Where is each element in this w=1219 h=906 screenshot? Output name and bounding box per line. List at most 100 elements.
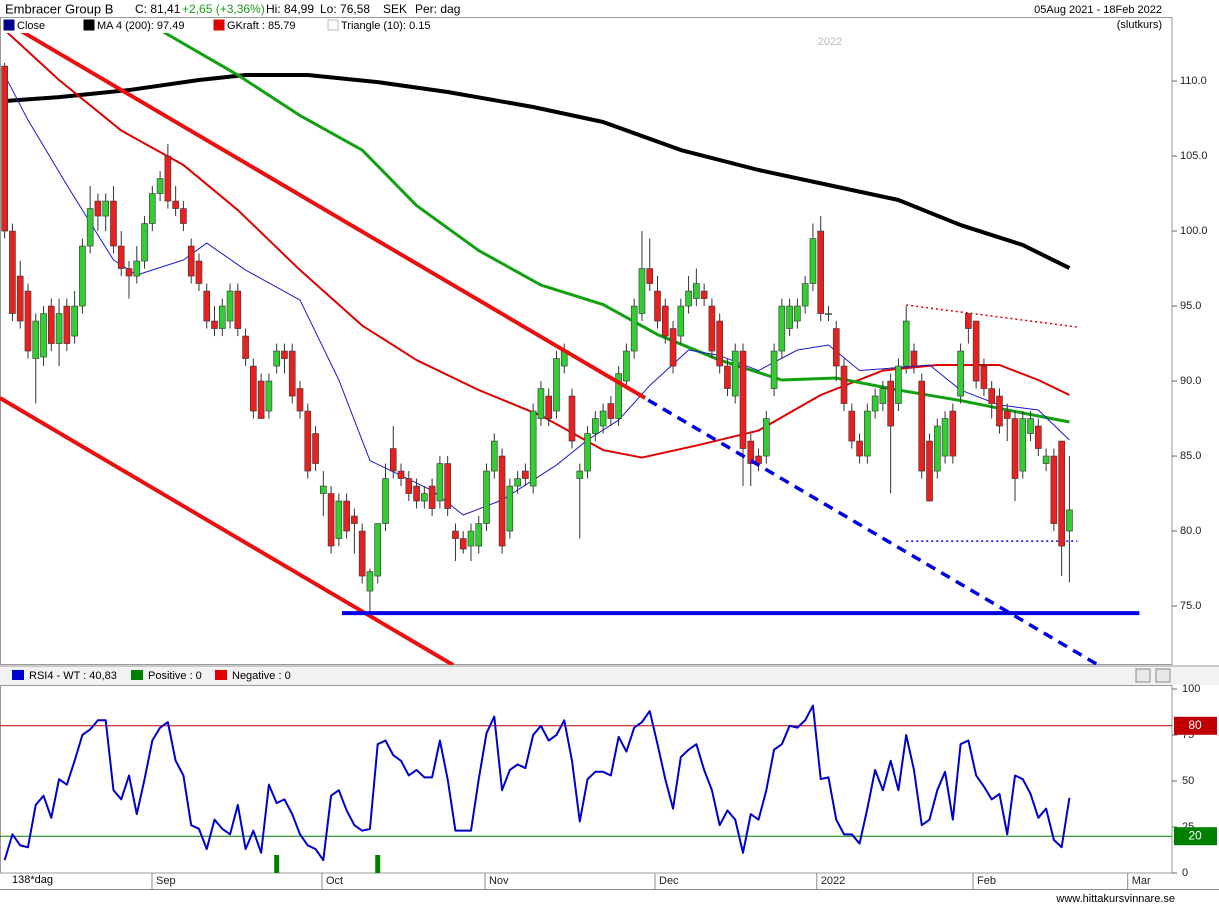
candle-body: [281, 350, 288, 359]
candle-body: [933, 425, 941, 472]
candle-body: [770, 350, 778, 389]
candle-body: [156, 178, 164, 194]
candle-body: [817, 230, 825, 314]
candle-body: [164, 155, 172, 202]
candle-body: [996, 395, 1003, 427]
candle-body: [452, 530, 459, 539]
candle-body: [895, 365, 902, 404]
candle-body: [677, 305, 685, 337]
y-tick-label: 90.0: [1180, 375, 1201, 387]
candle-body: [910, 350, 918, 367]
rsi-line: [3, 704, 1071, 862]
candle-body: [47, 305, 55, 344]
candle-body: [879, 388, 887, 404]
main-panel: [0, 17, 1173, 665]
candle-body: [55, 313, 63, 344]
candle-body: [708, 305, 716, 352]
candle-body: [296, 388, 304, 412]
legend-label: Close: [17, 20, 45, 32]
candle-body: [483, 470, 490, 524]
candle-body: [1042, 455, 1050, 464]
high-value: Hi: 84,99: [266, 2, 314, 16]
level-badge: [1174, 716, 1217, 735]
legend-swatch: [213, 19, 225, 31]
candle-body: [623, 350, 630, 382]
legend-label: RSI4 - WT : 40,83: [29, 670, 117, 682]
candle-body: [506, 485, 514, 532]
candle-body: [63, 305, 71, 344]
candle-body: [685, 290, 692, 307]
candle-body: [630, 305, 638, 352]
trend-line: [647, 398, 1100, 665]
zoom-button[interactable]: [1135, 668, 1151, 683]
candle-body: [335, 500, 343, 539]
candle-body: [32, 320, 40, 359]
candle-body: [273, 350, 280, 367]
candle-body: [529, 410, 537, 487]
rsi-panel: [0, 685, 1173, 874]
source: www.hittakursvinnare.se: [1055, 893, 1175, 905]
candle-body: [1, 65, 8, 232]
candle-body: [778, 305, 786, 352]
candle-body: [180, 208, 187, 224]
ma-line: [4, 74, 1070, 516]
x-tick-label: 2022: [821, 875, 845, 887]
main-plot: [0, 28, 1140, 665]
candle-body: [607, 403, 615, 419]
candle-body: [654, 290, 661, 322]
legend-bar: [1, 18, 471, 33]
candle-body: [918, 380, 926, 472]
candle-body: [16, 275, 24, 322]
candle-body: [86, 208, 94, 247]
candle-body: [436, 463, 444, 502]
candle-body: [661, 305, 669, 337]
ma-line: [4, 73, 1071, 270]
candle-body: [421, 493, 428, 502]
candle-body: [187, 245, 195, 277]
candle-body: [1066, 509, 1073, 532]
candle-body: [576, 470, 584, 479]
candle-body: [218, 305, 226, 329]
candle-body: [1050, 455, 1058, 524]
candle-body: [203, 290, 211, 322]
x-tick-label: Nov: [489, 875, 509, 887]
close-button[interactable]: [1155, 668, 1171, 683]
ma-line: [159, 28, 1070, 424]
candle-body: [522, 470, 529, 479]
candle-body: [226, 290, 234, 322]
candle-body: [382, 478, 389, 524]
period-label: 138*dag: [12, 874, 53, 886]
candle-body: [24, 290, 32, 352]
y-tick-label: 105.0: [1180, 150, 1208, 162]
candle-body: [358, 530, 366, 577]
candle-body: [172, 200, 179, 209]
candle-body: [374, 523, 382, 577]
candle-body: [1011, 418, 1019, 479]
candle-body: [840, 365, 848, 404]
rsi-plot: [0, 704, 1172, 873]
candle-body: [125, 268, 133, 277]
positive-signal: [375, 855, 381, 873]
legend-label: Positive : 0: [148, 670, 202, 682]
legend-swatch: [12, 670, 24, 680]
legend-swatch: [3, 19, 15, 31]
candle-body: [763, 418, 770, 457]
candle-body: [669, 328, 677, 367]
legend-swatch: [215, 670, 227, 680]
x-tick-label: Dec: [659, 875, 679, 887]
candle-body: [304, 410, 312, 472]
candle-body: [250, 365, 257, 412]
candle-body: [825, 313, 832, 315]
change-value: +2,65 (+3,36%): [182, 2, 265, 16]
candle-body: [211, 320, 218, 329]
candle-body: [809, 238, 817, 284]
candle-body: [638, 268, 646, 314]
candle-body: [389, 448, 397, 472]
y-tick-label: 85.0: [1180, 450, 1201, 462]
candle-body: [413, 485, 420, 502]
low-value: Lo: 76,58: [320, 2, 370, 16]
candle-body: [141, 223, 148, 262]
candle-body: [856, 440, 863, 457]
candle-body: [980, 365, 988, 389]
